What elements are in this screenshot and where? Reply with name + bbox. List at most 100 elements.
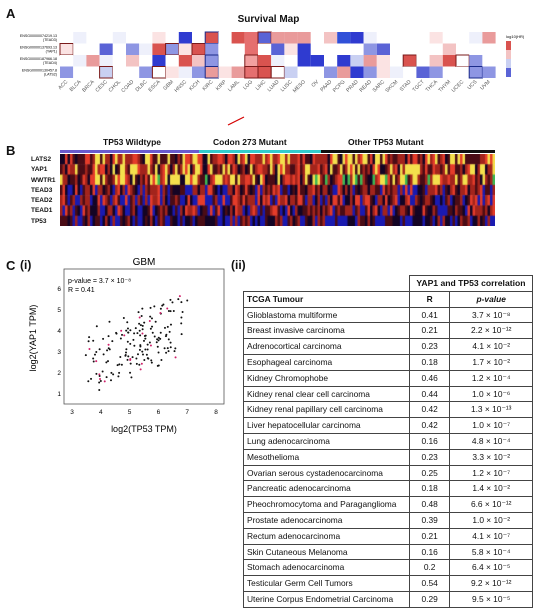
expression-heatmap: [60, 154, 495, 226]
scatter-point: [167, 338, 170, 341]
panel-c-ii-label: (ii): [231, 258, 246, 272]
survival-cell: [231, 43, 245, 55]
survival-cell: [139, 55, 153, 67]
scatter-point: [139, 368, 142, 371]
table-row: Stomach adenocarcinoma 0.2 6.4 × 10⁻⁵: [243, 559, 533, 577]
cancer-type-label: STAD: [399, 79, 413, 93]
scatter-point: [144, 348, 147, 351]
survival-cell: [416, 32, 430, 44]
survival-cell: [442, 43, 456, 55]
cancer-type-label: PRAD: [345, 79, 360, 94]
survival-cell: [204, 54, 219, 67]
survival-map-title: Survival Map: [237, 14, 300, 25]
table-row: Mesothelioma 0.23 3.3 × 10⁻²: [243, 448, 533, 466]
cancer-type-label: LAML: [227, 79, 241, 93]
scatter-point: [162, 303, 165, 306]
scatter-point: [98, 389, 101, 392]
survival-cell: [350, 32, 364, 44]
scatter-point: [150, 359, 153, 362]
scatter-point: [141, 324, 144, 327]
scatter-point: [126, 340, 129, 343]
scatter-point: [125, 351, 128, 354]
scatter-point: [87, 380, 90, 383]
table-row: Glioblastoma multiforme 0.41 3.7 × 10⁻⁸: [243, 306, 533, 324]
scatter-point: [165, 351, 168, 354]
scatter-point: [105, 376, 108, 379]
survival-cell: [60, 32, 74, 44]
tumour-cell: Mesothelioma: [243, 448, 410, 466]
survival-cell: [456, 43, 470, 55]
survival-cell: [218, 66, 232, 78]
y-tick-label: 2: [57, 370, 61, 377]
scatter-point: [88, 348, 91, 351]
scatter-point: [120, 329, 123, 332]
cancer-type-label: LGG: [242, 79, 254, 91]
table-row: Kidney Chromophobe 0.46 1.2 × 10⁻⁴: [243, 369, 533, 387]
y-tick-label: 6: [57, 286, 61, 293]
scatter-point: [102, 353, 105, 356]
r-cell: 0.23: [408, 448, 451, 466]
survival-cell: [363, 32, 377, 44]
p-cell: 1.0 × 10⁻²: [449, 511, 533, 529]
survival-cell: [416, 43, 430, 55]
survival-row-label: ENSG00000187966.18 (TEAD4): [20, 57, 57, 65]
scatter-point: [150, 361, 153, 364]
cancer-type-label: SKCM: [384, 79, 399, 94]
tumour-cell: Rectum adenocarcinoma: [243, 527, 410, 545]
p-cell: 1.3 × 10⁻¹³: [449, 401, 533, 419]
p-cell: 1.7 × 10⁻²: [449, 353, 533, 371]
table-row: Kidney renal clear cell carcinoma 0.44 1.0…: [243, 385, 533, 403]
cancer-type-label: THYM: [437, 79, 452, 94]
survival-cell: [271, 43, 285, 55]
r-cell: 0.21: [408, 527, 451, 545]
survival-cell: [244, 32, 258, 44]
scatter-point: [133, 332, 136, 335]
cancer-type-label: PAAD: [319, 79, 333, 93]
group-label-codon273: Codon 273 Mutant: [213, 137, 287, 147]
scatter-point: [168, 330, 171, 333]
scatter-point: [106, 360, 109, 363]
x-tick-label: 4: [99, 409, 103, 416]
table-row: Prostate adenocarcinoma 0.39 1.0 × 10⁻²: [243, 511, 533, 529]
survival-cell: [403, 43, 417, 55]
cancer-type-label: LIHC: [255, 79, 268, 92]
survival-cell: [482, 32, 496, 44]
survival-cell: [469, 32, 483, 44]
survival-cell: [191, 43, 206, 56]
table-row: Breast invasive carcinoma 0.21 2.2 × 10⁻¹²: [243, 322, 533, 340]
survival-cell: [258, 55, 272, 67]
cancer-type-label: OV: [311, 79, 321, 89]
survival-cell: [60, 55, 74, 67]
scatter-point: [84, 354, 87, 357]
scatter-point: [146, 348, 149, 351]
col-header-r: R: [408, 290, 451, 308]
tumour-cell: Esophageal carcinoma: [243, 353, 410, 371]
survival-cell: [270, 66, 285, 79]
survival-cell: [337, 66, 351, 78]
group-label-other-mutant: Other TP53 Mutant: [348, 137, 424, 147]
survival-cell: [310, 43, 324, 55]
tumour-cell: Testicular Germ Cell Tumors: [243, 575, 410, 592]
survival-cell: [112, 66, 126, 78]
r-cell: 0.2: [408, 559, 451, 577]
scatter-point: [111, 340, 114, 343]
survival-cell: [310, 66, 324, 78]
scatter-point: [136, 332, 139, 335]
survival-cell: [310, 32, 324, 44]
scatter-point: [120, 363, 123, 366]
table-row: Ovarian serous cystadenocarcinoma 0.25 1.2…: [243, 464, 533, 482]
tumour-cell: Adrenocortical carcinoma: [243, 338, 410, 355]
scatter-point: [174, 347, 177, 350]
survival-row-label: ENSG00000130457.8 (LATS2): [22, 69, 57, 77]
scatter-point: [146, 343, 149, 346]
scatter-point: [141, 332, 144, 335]
scatter-point: [149, 306, 152, 309]
scatter-point: [141, 328, 144, 331]
tumour-cell: Lung adenocarcinoma: [243, 432, 410, 450]
gene-label: TEAD3: [31, 186, 53, 194]
survival-cell: [429, 32, 443, 44]
scatter-point: [138, 348, 141, 351]
x-tick-label: 6: [157, 409, 161, 416]
survival-cell: [204, 31, 219, 44]
panel-c-letter: C: [6, 258, 16, 273]
